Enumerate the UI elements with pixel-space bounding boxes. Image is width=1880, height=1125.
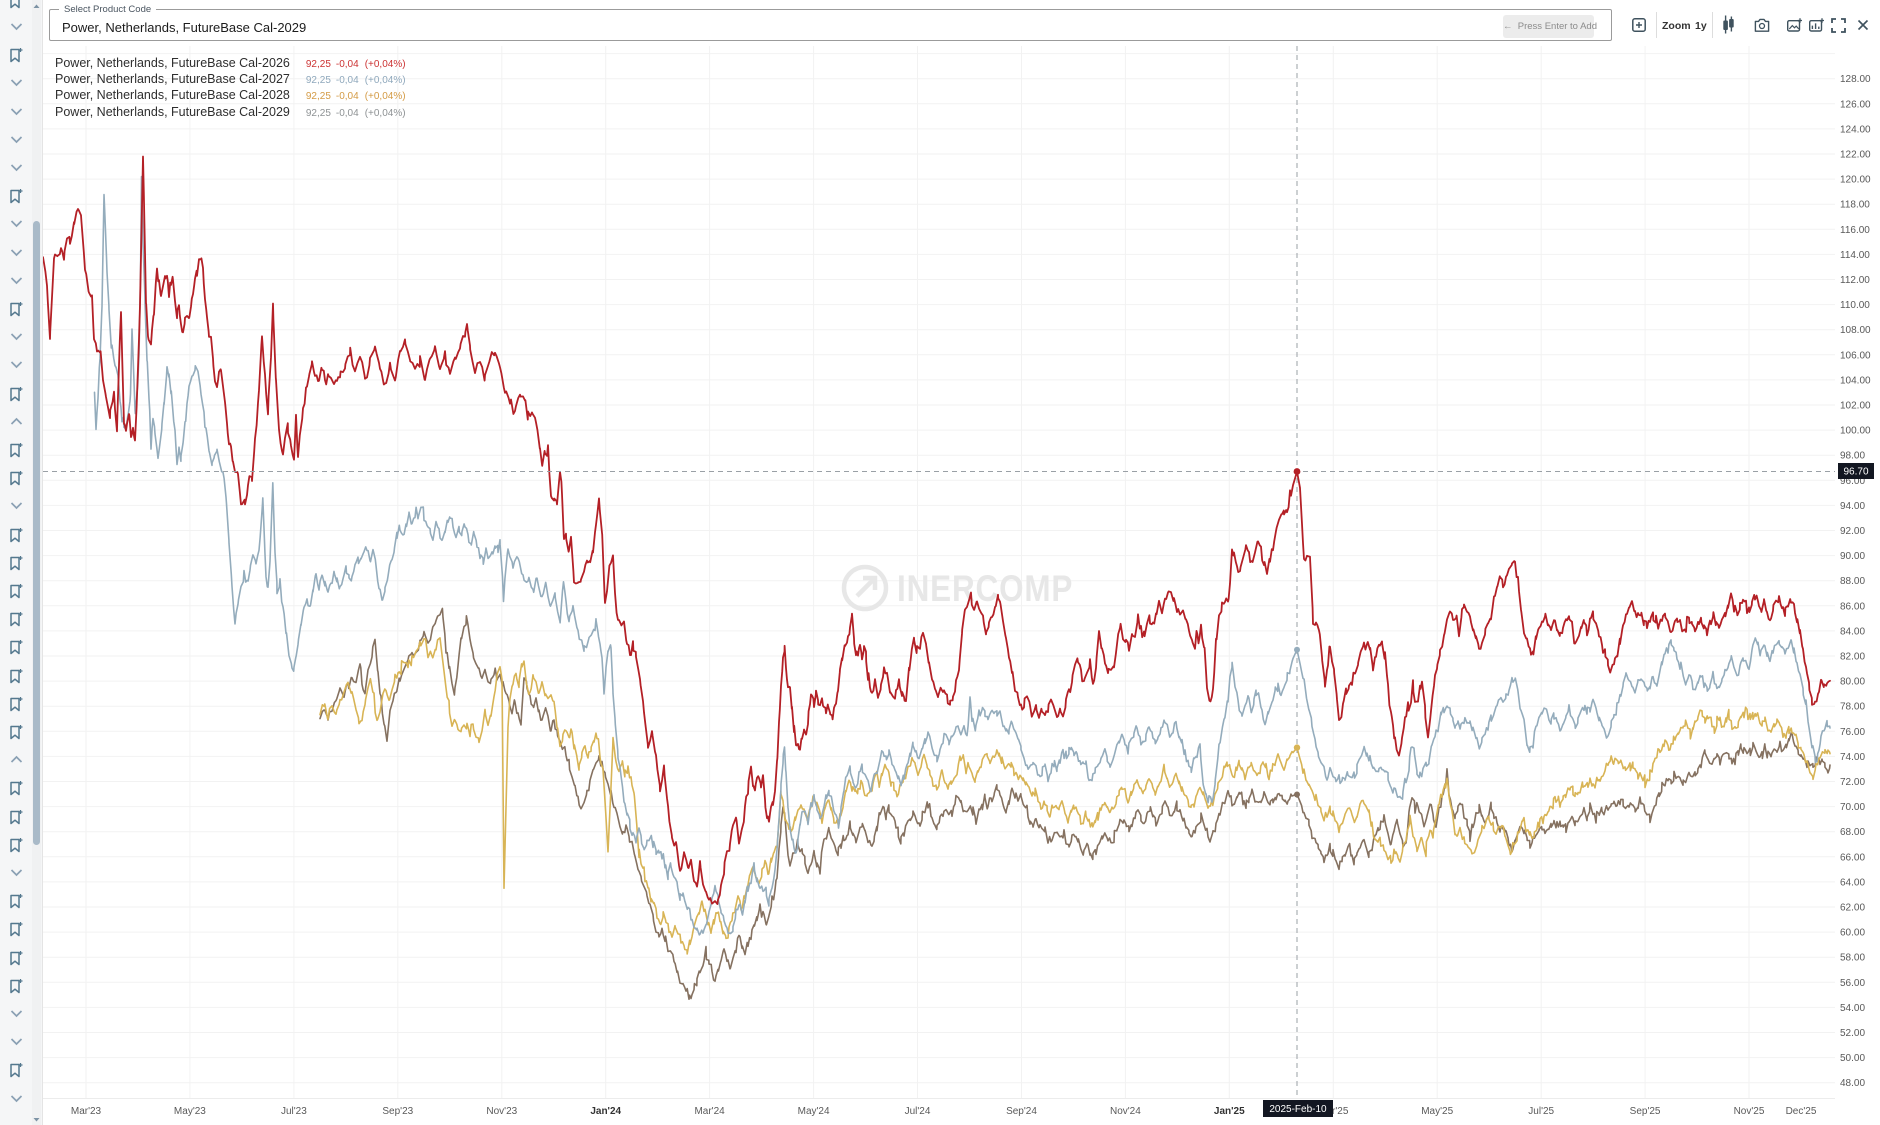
svg-text:Sep'23: Sep'23 (382, 1106, 413, 1117)
svg-text:94.00: 94.00 (1840, 501, 1865, 512)
svg-text:72.00: 72.00 (1840, 777, 1865, 788)
svg-text:50.00: 50.00 (1840, 1053, 1865, 1064)
svg-text:Jul'23: Jul'23 (281, 1106, 307, 1117)
svg-text:92.00: 92.00 (1840, 526, 1865, 537)
svg-text:64.00: 64.00 (1840, 877, 1865, 888)
svg-text:124.00: 124.00 (1840, 124, 1871, 135)
svg-text:126.00: 126.00 (1840, 99, 1871, 110)
svg-text:May'24: May'24 (798, 1106, 830, 1117)
svg-text:Nov'25: Nov'25 (1734, 1106, 1765, 1117)
svg-text:86.00: 86.00 (1840, 601, 1865, 612)
svg-text:78.00: 78.00 (1840, 702, 1865, 713)
svg-text:56.00: 56.00 (1840, 978, 1865, 989)
svg-text:2025-Feb-10: 2025-Feb-10 (1269, 1104, 1327, 1115)
svg-text:Sep'25: Sep'25 (1630, 1106, 1661, 1117)
svg-text:84.00: 84.00 (1840, 626, 1865, 637)
svg-text:96.70: 96.70 (1843, 467, 1868, 478)
svg-text:74.00: 74.00 (1840, 752, 1865, 763)
svg-text:70.00: 70.00 (1840, 802, 1865, 813)
svg-text:Mar'24: Mar'24 (694, 1106, 725, 1117)
svg-text:102.00: 102.00 (1840, 401, 1871, 412)
svg-text:Sep'24: Sep'24 (1006, 1106, 1037, 1117)
svg-text:128.00: 128.00 (1840, 74, 1871, 85)
svg-text:68.00: 68.00 (1840, 827, 1865, 838)
svg-text:118.00: 118.00 (1840, 200, 1870, 211)
svg-text:May'25: May'25 (1421, 1106, 1453, 1117)
svg-text:112.00: 112.00 (1840, 275, 1870, 286)
svg-text:Nov'23: Nov'23 (486, 1106, 517, 1117)
svg-text:88.00: 88.00 (1840, 576, 1865, 587)
svg-text:96.00: 96.00 (1840, 476, 1865, 487)
svg-text:Nov'24: Nov'24 (1110, 1106, 1141, 1117)
svg-text:120.00: 120.00 (1840, 175, 1871, 186)
svg-text:60.00: 60.00 (1840, 928, 1865, 939)
svg-text:Jan'24: Jan'24 (590, 1106, 621, 1117)
svg-text:110.00: 110.00 (1840, 300, 1870, 311)
svg-text:122.00: 122.00 (1840, 150, 1871, 161)
svg-text:98.00: 98.00 (1840, 451, 1865, 462)
svg-text:54.00: 54.00 (1840, 1003, 1865, 1014)
svg-text:82.00: 82.00 (1840, 652, 1865, 663)
svg-text:58.00: 58.00 (1840, 953, 1865, 964)
svg-text:66.00: 66.00 (1840, 852, 1865, 863)
svg-text:62.00: 62.00 (1840, 903, 1865, 914)
svg-text:INERCOMP: INERCOMP (897, 569, 1073, 610)
svg-text:May'23: May'23 (174, 1106, 206, 1117)
svg-text:Jul'25: Jul'25 (1528, 1106, 1554, 1117)
svg-text:116.00: 116.00 (1840, 225, 1870, 236)
svg-text:Mar'23: Mar'23 (71, 1106, 102, 1117)
svg-text:104.00: 104.00 (1840, 375, 1871, 386)
svg-text:80.00: 80.00 (1840, 677, 1865, 688)
svg-text:Dec'25: Dec'25 (1786, 1106, 1817, 1117)
svg-text:48.00: 48.00 (1840, 1078, 1865, 1089)
svg-text:90.00: 90.00 (1840, 551, 1865, 562)
svg-text:76.00: 76.00 (1840, 727, 1865, 738)
svg-text:106.00: 106.00 (1840, 350, 1871, 361)
svg-text:114.00: 114.00 (1840, 250, 1870, 261)
svg-text:100.00: 100.00 (1840, 426, 1871, 437)
svg-text:Jan'25: Jan'25 (1214, 1106, 1245, 1117)
svg-text:Mar'25: Mar'25 (1318, 1106, 1349, 1117)
svg-text:Jul'24: Jul'24 (905, 1106, 931, 1117)
svg-text:108.00: 108.00 (1840, 325, 1871, 336)
svg-text:52.00: 52.00 (1840, 1028, 1865, 1039)
